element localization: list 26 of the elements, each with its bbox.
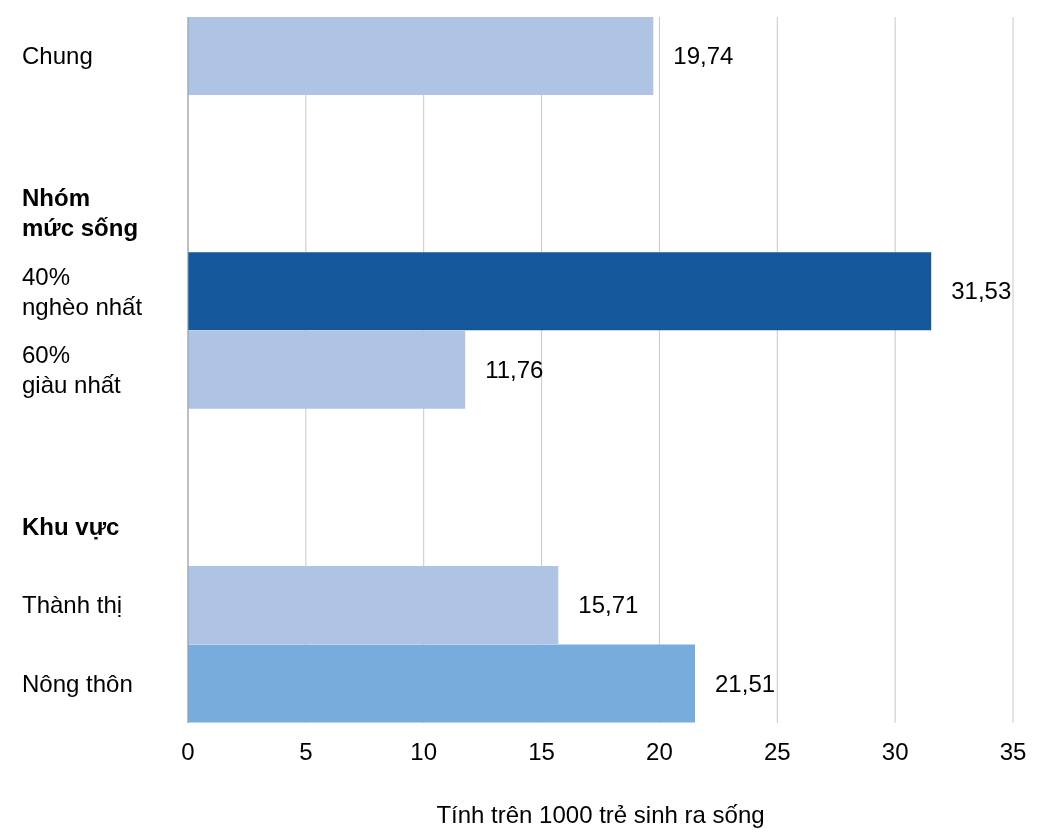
x-tick-label: 30 <box>881 738 909 766</box>
x-tick-label: 25 <box>763 738 791 766</box>
y-tick-label: Nhóm mức sống <box>22 184 139 242</box>
data-label: 19,74 <box>673 42 734 69</box>
data-label: 11,76 <box>485 355 544 383</box>
data-label: 15,71 <box>578 591 639 619</box>
y-tick-label: Chung <box>22 42 93 70</box>
x-tick-label: 10 <box>410 738 438 766</box>
y-tick-label: Nông thôn <box>22 669 133 697</box>
data-label: 21,51 <box>715 669 776 697</box>
x-axis-title: Tính trên 1000 trẻ sinh ra sống <box>436 801 765 828</box>
bar <box>188 644 696 723</box>
y-tick-label: Khu vực <box>22 512 120 540</box>
y-tick-label: Thành thị <box>22 591 123 619</box>
bar <box>188 252 932 331</box>
x-tick-label: 35 <box>999 738 1027 766</box>
x-tick-label: 15 <box>528 738 555 766</box>
bar <box>188 330 466 409</box>
bar <box>188 566 559 645</box>
y-tick-label: 60% giàu nhất <box>22 341 122 398</box>
x-tick-label: 5 <box>299 738 313 766</box>
x-tick-label: 0 <box>181 738 195 766</box>
y-tick-label: 40% nghèo nhất <box>22 262 143 320</box>
x-tick-label: 20 <box>646 738 673 766</box>
data-label: 31,53 <box>951 277 1012 305</box>
bar <box>188 17 654 95</box>
